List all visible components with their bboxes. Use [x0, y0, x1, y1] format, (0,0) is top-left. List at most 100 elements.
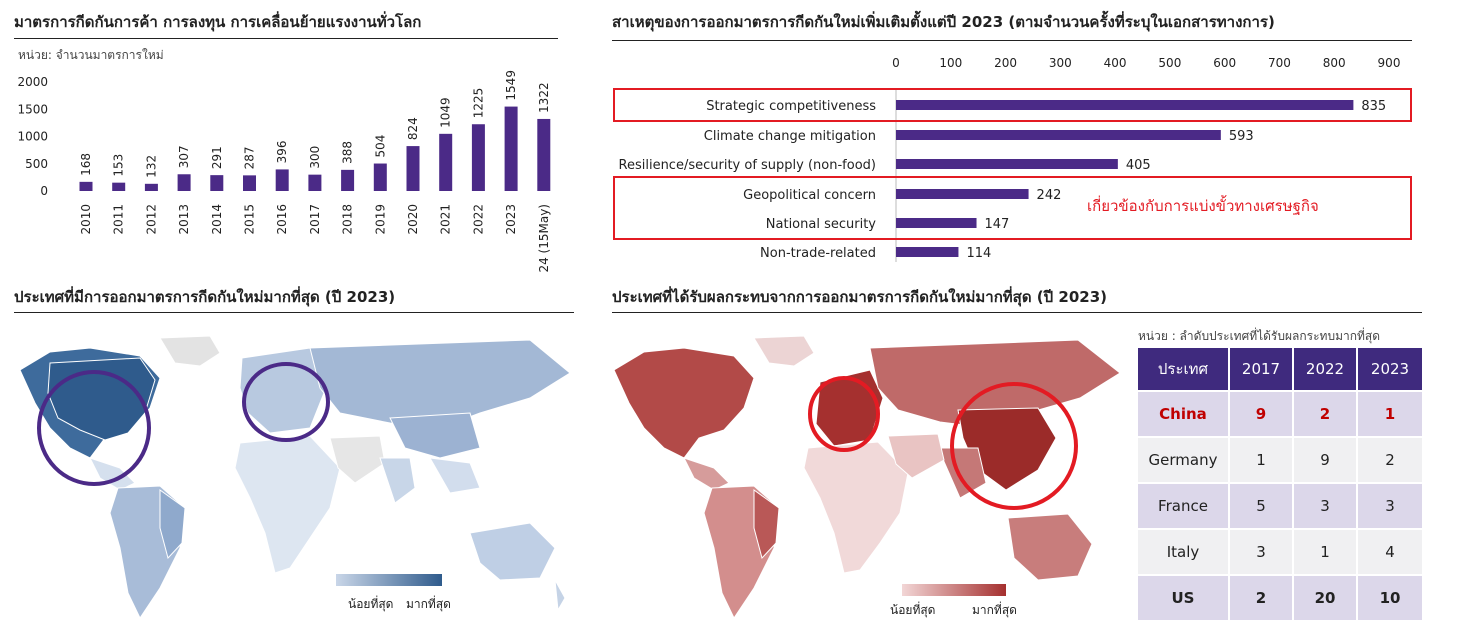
row-value: 1: [1358, 392, 1422, 436]
data-label: 307: [177, 145, 191, 168]
row-value: 4: [1358, 530, 1422, 574]
x-tick-label: 400: [1104, 56, 1127, 70]
annual-measures-bar-chart: 2000 1500 1000 500 0 168 2010 153 2011 132 2012 307…: [17, 70, 551, 273]
row-country: China: [1138, 392, 1228, 436]
x-tick-label: 24 (15May): [537, 204, 551, 273]
table-row: China 9 2 1: [1138, 392, 1422, 436]
row-value: 20: [1294, 576, 1356, 620]
red-legend-min: น้อยที่สุด: [890, 601, 935, 618]
bar: [308, 174, 322, 191]
data-label: 242: [1037, 188, 1062, 203]
bar: [504, 106, 518, 191]
row-value: 3: [1294, 484, 1356, 528]
header-2022: 2022: [1294, 348, 1356, 390]
row-country: US: [1138, 576, 1228, 620]
x-tick-label: 2013: [177, 204, 191, 235]
bar: [177, 174, 191, 191]
x-tick-label: 2016: [275, 204, 289, 235]
europe-highlight-circle: [242, 362, 330, 442]
category-label: Climate change mitigation: [704, 129, 876, 144]
bar: [79, 181, 93, 191]
row-value: 5: [1230, 484, 1292, 528]
row-country: France: [1138, 484, 1228, 528]
data-label: 114: [966, 246, 991, 261]
header-2023: 2023: [1358, 348, 1422, 390]
table-row: Italy 3 1 4: [1138, 530, 1422, 574]
top-right-title: สาเหตุของการออกมาตรการกีดกันใหม่เพิ่มเติ…: [612, 13, 1275, 31]
x-tick-label: 2017: [308, 204, 322, 235]
category-label: Strategic competitiveness: [706, 99, 876, 114]
y-tick-label: 1000: [17, 130, 48, 144]
data-label: 835: [1361, 99, 1386, 114]
blue-legend-min: น้อยที่สุด: [348, 595, 393, 612]
category-label: National security: [766, 217, 877, 232]
x-tick-label: 2012: [144, 204, 158, 235]
y-tick-label: 500: [25, 157, 48, 171]
row-country: Germany: [1138, 438, 1228, 482]
red-legend-max: มากที่สุด: [972, 601, 1017, 618]
data-label: 300: [308, 146, 322, 169]
bar: [896, 159, 1118, 169]
x-tick-label: 2010: [79, 204, 93, 235]
bottom-left-rule: [14, 312, 574, 313]
data-label: 1549: [504, 70, 518, 101]
bottom-right-rule: [612, 312, 1422, 313]
x-tick-label: 200: [994, 56, 1017, 70]
bar: [275, 169, 289, 191]
row-value: 1: [1294, 530, 1356, 574]
data-label: 291: [210, 146, 224, 169]
x-tick-label: 100: [939, 56, 962, 70]
row-value: 2: [1358, 438, 1422, 482]
y-tick-label: 1500: [17, 102, 48, 116]
y-tick-label: 2000: [17, 75, 48, 89]
row-value: 3: [1358, 484, 1422, 528]
bar: [373, 163, 387, 191]
x-tick-label: 800: [1323, 56, 1346, 70]
data-label: 1322: [537, 82, 551, 113]
data-label: 153: [112, 154, 126, 177]
table-row: Germany 1 9 2: [1138, 438, 1422, 482]
bar: [112, 182, 126, 191]
red-legend-gradient: [902, 584, 1006, 596]
affected-ranking-table: ประเทศ 2017 2022 2023 China 9 2 1 German…: [1136, 346, 1424, 622]
data-label: 168: [79, 153, 93, 176]
bar: [896, 130, 1221, 140]
data-label: 388: [341, 141, 355, 164]
row-value: 3: [1230, 530, 1292, 574]
bar: [341, 169, 355, 191]
x-tick-label: 300: [1049, 56, 1072, 70]
imposing-countries-map: น้อยที่สุด มากที่สุด: [19, 335, 571, 620]
bar: [896, 189, 1029, 199]
bar: [144, 183, 158, 191]
reasons-hbar-chart: 0 100 200 300 400 500 600 700 800 900 Strategic co…: [613, 56, 1412, 262]
row-value: 2: [1294, 392, 1356, 436]
blue-legend-gradient: [336, 574, 442, 586]
data-label: 405: [1126, 158, 1151, 173]
x-tick-label: 2020: [406, 204, 420, 235]
bar: [243, 175, 256, 191]
europe-red-circle: [808, 376, 880, 452]
x-tick-label: 2019: [373, 204, 387, 235]
china-red-circle: [950, 382, 1078, 510]
category-label: Geopolitical concern: [743, 188, 876, 203]
row-value: 10: [1358, 576, 1422, 620]
data-label: 593: [1229, 129, 1254, 144]
category-label: Resilience/security of supply (non-food): [619, 158, 876, 173]
header-country: ประเทศ: [1138, 348, 1228, 390]
data-label: 1049: [439, 97, 453, 128]
table-unit: หน่วย : ลำดับประเทศที่ได้รับผลกระทบมากที…: [1138, 329, 1381, 343]
x-tick-label: 600: [1213, 56, 1236, 70]
polarization-highlight-box: [613, 176, 1412, 240]
x-tick-label: 2022: [471, 204, 485, 235]
y-tick-label: 0: [40, 184, 48, 198]
x-tick-label: 2011: [112, 204, 126, 235]
x-tick-label: 0: [892, 56, 900, 70]
row-country: Italy: [1138, 530, 1228, 574]
bar: [439, 133, 453, 191]
bar: [406, 146, 420, 191]
bar: [471, 124, 485, 191]
category-label: Non-trade-related: [760, 246, 876, 261]
x-tick-label: 2023: [504, 204, 518, 235]
data-label: 396: [275, 141, 289, 164]
data-label: 287: [243, 146, 257, 169]
